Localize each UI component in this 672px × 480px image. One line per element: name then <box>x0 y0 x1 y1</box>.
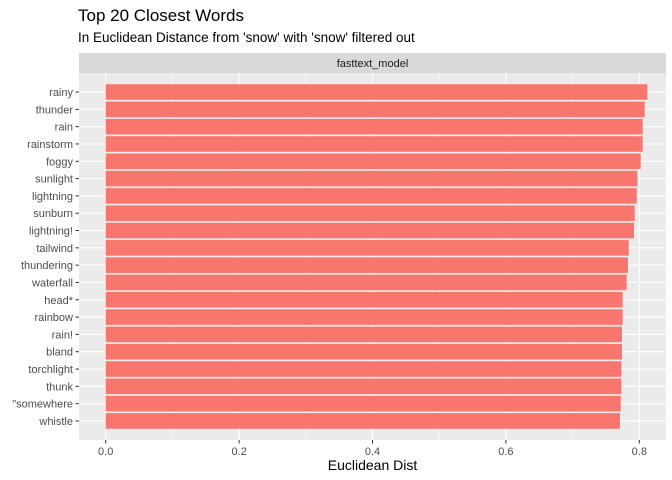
facet-strip <box>79 53 666 73</box>
bar-15 <box>105 326 622 343</box>
bar-17 <box>105 361 622 377</box>
y-tick-label: thunk <box>46 381 73 393</box>
y-tick-label: tailwind <box>36 243 73 255</box>
y-tick-label: sunlight <box>35 174 73 186</box>
bar-16 <box>105 343 622 360</box>
bars <box>105 84 648 429</box>
y-tick-label: head* <box>44 295 73 307</box>
bar-10 <box>105 240 629 256</box>
bar-14 <box>105 309 623 325</box>
y-tick-label: "somewhere <box>12 399 73 411</box>
bar-5 <box>105 153 641 170</box>
x-tick-label: 0.8 <box>632 446 647 458</box>
x-tick-label: 0.4 <box>365 446 380 458</box>
y-tick-label: lightning! <box>29 226 73 238</box>
y-tick-label: whistle <box>38 416 73 428</box>
y-axis-labels: rainy thunder rain rainstorm foggy sunlight li… <box>12 87 79 428</box>
chart-title: Top 20 Closest Words <box>78 6 244 25</box>
y-tick-label: thundering <box>21 260 73 272</box>
facet-label: fasttext_model <box>337 58 409 70</box>
x-tick-label: 0.2 <box>231 446 246 458</box>
bar-6 <box>105 170 638 187</box>
y-tick-label: rainbow <box>34 312 73 324</box>
x-axis: 0.0 0.2 0.4 0.6 0.8 <box>98 440 647 458</box>
y-tick-label: thunder <box>36 104 74 116</box>
y-tick-label: sunburn <box>33 208 73 220</box>
y-tick-label: waterfall <box>31 277 73 289</box>
bar-20 <box>105 413 620 429</box>
bar-11 <box>105 257 628 273</box>
bar-9 <box>105 222 634 239</box>
y-tick-label: foggy <box>46 156 73 168</box>
y-tick-label: rainstorm <box>27 139 73 151</box>
bar-7 <box>105 188 637 204</box>
x-axis-title: Euclidean Dist <box>328 457 418 473</box>
bar-13 <box>105 291 623 308</box>
bar-12 <box>105 274 627 291</box>
y-tick-label: torchlight <box>28 364 73 376</box>
y-tick-label: rainy <box>49 87 73 99</box>
bar-8 <box>105 205 635 222</box>
bar-19 <box>105 395 621 412</box>
bar-4 <box>105 136 643 152</box>
bar-3 <box>105 118 643 135</box>
x-tick-label: 0.0 <box>98 446 113 458</box>
chart-subtitle: In Euclidean Distance from 'snow' with '… <box>78 30 415 45</box>
y-tick-label: lightning <box>32 191 73 203</box>
bar-2 <box>105 101 645 118</box>
bar-18 <box>105 378 622 395</box>
x-tick-label: 0.6 <box>498 446 513 458</box>
bar-1 <box>105 84 648 100</box>
y-tick-label: rain <box>55 122 73 134</box>
y-tick-label: rain! <box>52 329 73 341</box>
y-tick-label: bland <box>46 347 73 359</box>
